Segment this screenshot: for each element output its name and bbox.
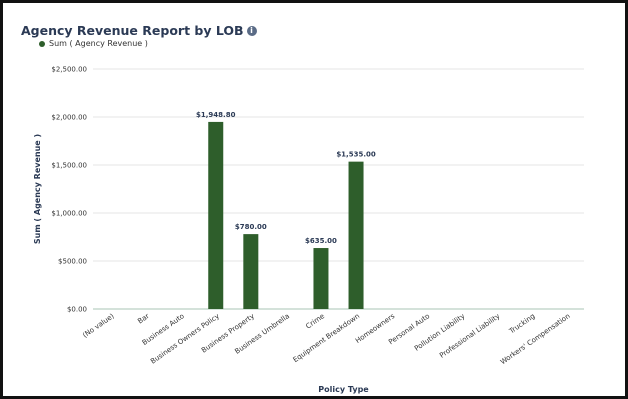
y-tick-label: $500.00 [58, 258, 87, 266]
data-label: $635.00 [305, 237, 337, 245]
bar[interactable] [243, 234, 259, 309]
y-tick-label: $1,000.00 [51, 210, 87, 218]
y-tick-label: $0.00 [67, 306, 87, 314]
chart-legend[interactable]: Sum ( Agency Revenue ) [39, 39, 148, 48]
x-tick-label: Bar [136, 312, 150, 325]
x-axis-title: Policy Type [318, 385, 369, 394]
legend-swatch [39, 40, 45, 47]
title-row: Agency Revenue Report by LOB i [21, 23, 257, 38]
y-tick-label: $2,500.00 [51, 66, 87, 74]
y-tick-label: $2,000.00 [51, 114, 87, 122]
y-axis-title: Sum ( Agency Revenue ) [33, 134, 42, 244]
x-tick-label: Crime [304, 312, 326, 331]
x-tick-label: Equipment Breakdown [292, 312, 362, 364]
data-label: $1,535.00 [336, 151, 376, 159]
bar[interactable] [348, 161, 364, 309]
report-title: Agency Revenue Report by LOB [21, 23, 244, 38]
x-tick-label: Workers' Compensation [499, 312, 572, 366]
data-label: $780.00 [235, 223, 267, 231]
bar[interactable] [208, 121, 224, 310]
x-tick-label: (No value) [81, 312, 116, 340]
data-label: $1,948.80 [196, 111, 236, 119]
legend-label: Sum ( Agency Revenue ) [49, 39, 148, 48]
x-tick-label: Trucking [507, 312, 536, 336]
x-tick-label: Business Owners Policy [149, 312, 221, 366]
bar[interactable] [313, 248, 329, 309]
info-icon[interactable]: i [246, 25, 257, 36]
y-tick-label: $1,500.00 [51, 162, 87, 170]
x-tick-label: Professional Liability [438, 312, 501, 360]
